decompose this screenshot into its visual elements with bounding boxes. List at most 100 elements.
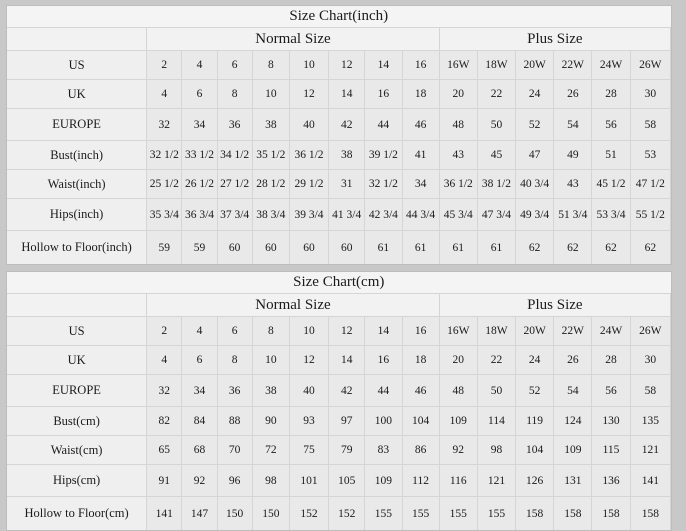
row-label-hips: Hips(inch) (7, 198, 148, 231)
table-row: Bust(cm) 82 84 88 90 93 97 100 104 109 1… (7, 406, 672, 436)
cell: 32 1/2 (146, 140, 183, 170)
cell: 90 (251, 406, 290, 436)
cell: 36 (216, 108, 253, 141)
cell: 39 3/4 (288, 198, 330, 231)
table-row: UK 4 6 8 10 12 14 16 18 20 22 24 26 28 3… (7, 345, 672, 375)
group-header-row: Normal Size Plus Size (7, 27, 672, 51)
cell: 47 (515, 140, 555, 170)
cell: 18 (401, 345, 440, 375)
cell: 39 1/2 (364, 140, 403, 170)
cell: 6 (216, 316, 253, 346)
cell: 12 (328, 316, 366, 346)
cell: 56 (591, 374, 631, 407)
cell: 158 (553, 496, 593, 530)
cell: 141 (629, 464, 672, 497)
cell: 22 (476, 345, 517, 375)
cell: 38 1/2 (476, 169, 517, 199)
table-row: EUROPE 32 34 36 38 40 42 44 46 48 50 52 … (7, 374, 672, 407)
cell: 82 (146, 406, 183, 436)
cell: 60 (288, 230, 330, 264)
chart-title: Size Chart(cm) (7, 272, 671, 294)
cell: 150 (251, 496, 290, 530)
cell: 34 (181, 108, 218, 141)
cell: 58 (629, 374, 672, 407)
row-label-waist: Waist(inch) (7, 169, 148, 199)
cell: 33 1/2 (181, 140, 218, 170)
row-label-hips: Hips(cm) (7, 464, 148, 497)
cell: 131 (553, 464, 593, 497)
cell: 34 1/2 (216, 140, 253, 170)
group-header-row: Normal Size Plus Size (7, 293, 672, 317)
cell: 60 (251, 230, 290, 264)
cell: 42 3/4 (364, 198, 403, 231)
cell: 62 (553, 230, 593, 264)
cell: 6 (181, 79, 218, 109)
cell: 6 (181, 345, 218, 375)
cell: 49 3/4 (515, 198, 555, 231)
cell: 26 (553, 79, 593, 109)
cell: 121 (629, 435, 672, 465)
group-header-plus: Plus Size (438, 27, 672, 51)
cell: 58 (629, 108, 672, 141)
cell: 38 (328, 140, 366, 170)
cell: 46 (401, 374, 440, 407)
row-label-europe: EUROPE (7, 108, 148, 141)
cell: 72 (251, 435, 290, 465)
cell: 48 (438, 374, 478, 407)
cell: 27 1/2 (216, 169, 253, 199)
cell: 59 (181, 230, 218, 264)
cell: 10 (288, 50, 330, 80)
cell: 26W (629, 316, 672, 346)
cell: 43 (438, 140, 478, 170)
cell: 62 (515, 230, 555, 264)
cell: 68 (181, 435, 218, 465)
size-chart-cm: Size Chart(cm) Normal Size Plus Size US … (6, 271, 672, 531)
cell: 42 (328, 108, 366, 141)
cell: 34 (181, 374, 218, 407)
cell: 91 (146, 464, 183, 497)
row-label-bust: Bust(inch) (7, 140, 148, 170)
cell: 141 (146, 496, 183, 530)
row-label-hollow-to-floor: Hollow to Floor(cm) (7, 496, 148, 530)
cell: 32 (146, 108, 183, 141)
cell: 124 (553, 406, 593, 436)
cell: 24W (591, 50, 631, 80)
cell: 61 (401, 230, 440, 264)
cell: 116 (438, 464, 478, 497)
cell: 28 (591, 345, 631, 375)
cell: 59 (146, 230, 183, 264)
table-row: Hollow to Floor(inch) 59 59 60 60 60 60 … (7, 230, 672, 264)
cell: 26 (553, 345, 593, 375)
cell: 35 1/2 (251, 140, 290, 170)
row-label-waist: Waist(cm) (7, 435, 148, 465)
row-label-us: US (7, 316, 148, 346)
table-row: Hips(cm) 91 92 96 98 101 105 109 112 116… (7, 464, 672, 497)
cell: 41 (401, 140, 440, 170)
cell: 50 (476, 108, 517, 141)
cell: 34 (401, 169, 440, 199)
cell: 60 (216, 230, 253, 264)
cell: 16 (364, 345, 403, 375)
group-header-spacer (7, 293, 148, 317)
row-label-uk: UK (7, 345, 148, 375)
cell: 12 (288, 345, 330, 375)
cell: 54 (553, 374, 593, 407)
row-label-bust: Bust(cm) (7, 406, 148, 436)
cell: 109 (364, 464, 403, 497)
table-row: UK 4 6 8 10 12 14 16 18 20 22 24 26 28 3… (7, 79, 672, 109)
cell: 32 (146, 374, 183, 407)
cell: 47 1/2 (629, 169, 672, 199)
cell: 44 (364, 108, 403, 141)
cell: 52 (515, 108, 555, 141)
cell: 4 (181, 50, 218, 80)
title-row: Size Chart(inch) (7, 6, 671, 28)
group-header-normal: Normal Size (146, 293, 440, 317)
cell: 26W (629, 50, 672, 80)
cell: 20W (515, 50, 555, 80)
cell: 112 (401, 464, 440, 497)
cell: 8 (216, 79, 253, 109)
cell: 38 (251, 108, 290, 141)
cell: 40 (288, 374, 330, 407)
table-row: Waist(cm) 65 68 70 72 75 79 83 86 92 98 … (7, 435, 672, 465)
title-row: Size Chart(cm) (7, 272, 671, 294)
